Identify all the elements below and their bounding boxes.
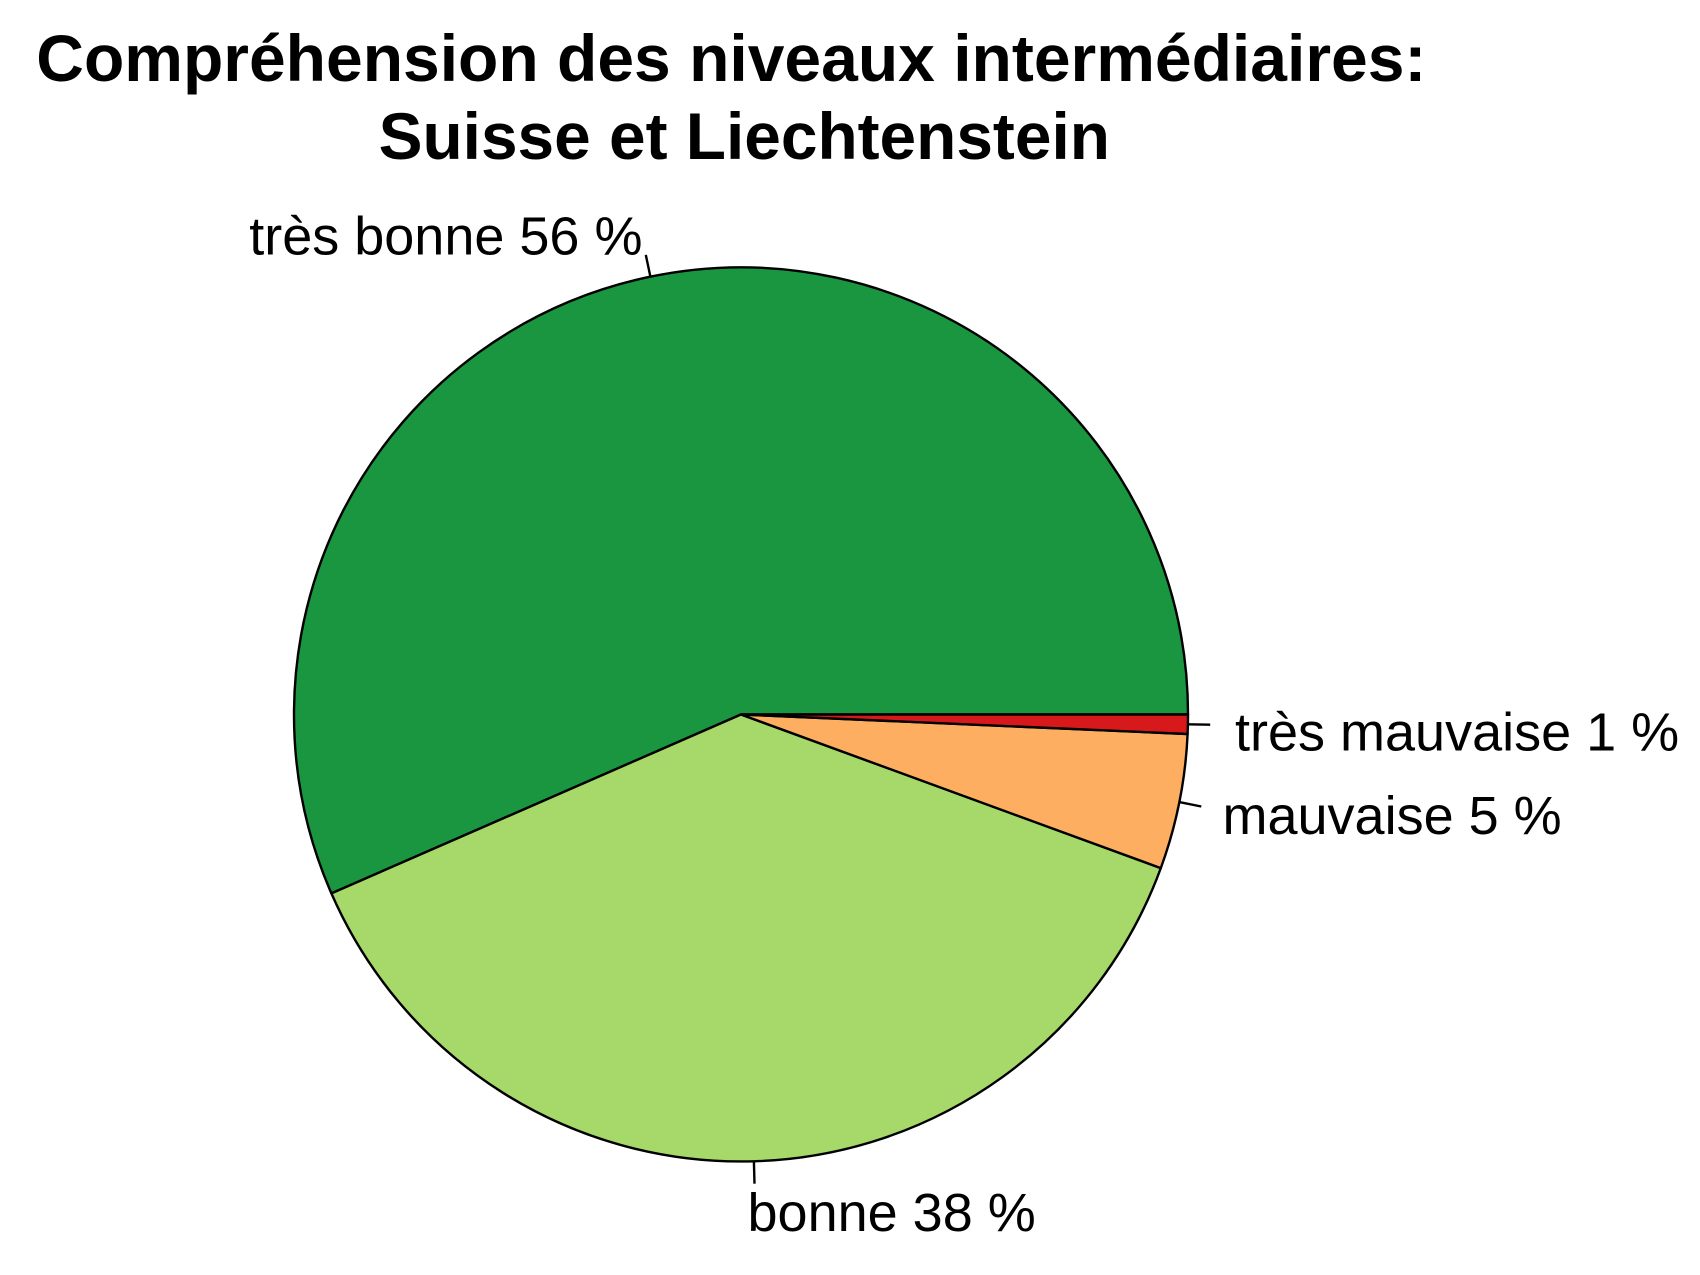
- svg-text:très mauvaise 1 %: très mauvaise 1 %: [1235, 703, 1679, 763]
- svg-text:bonne 38 %: bonne 38 %: [748, 1183, 1036, 1243]
- svg-text:Suisse et Liechtenstein: Suisse et Liechtenstein: [379, 99, 1110, 173]
- svg-text:Compréhension des niveaux inte: Compréhension des niveaux intermédiaires…: [36, 21, 1426, 95]
- svg-text:mauvaise 5 %: mauvaise 5 %: [1223, 786, 1562, 846]
- svg-text:très bonne 56 %: très bonne 56 %: [249, 207, 642, 267]
